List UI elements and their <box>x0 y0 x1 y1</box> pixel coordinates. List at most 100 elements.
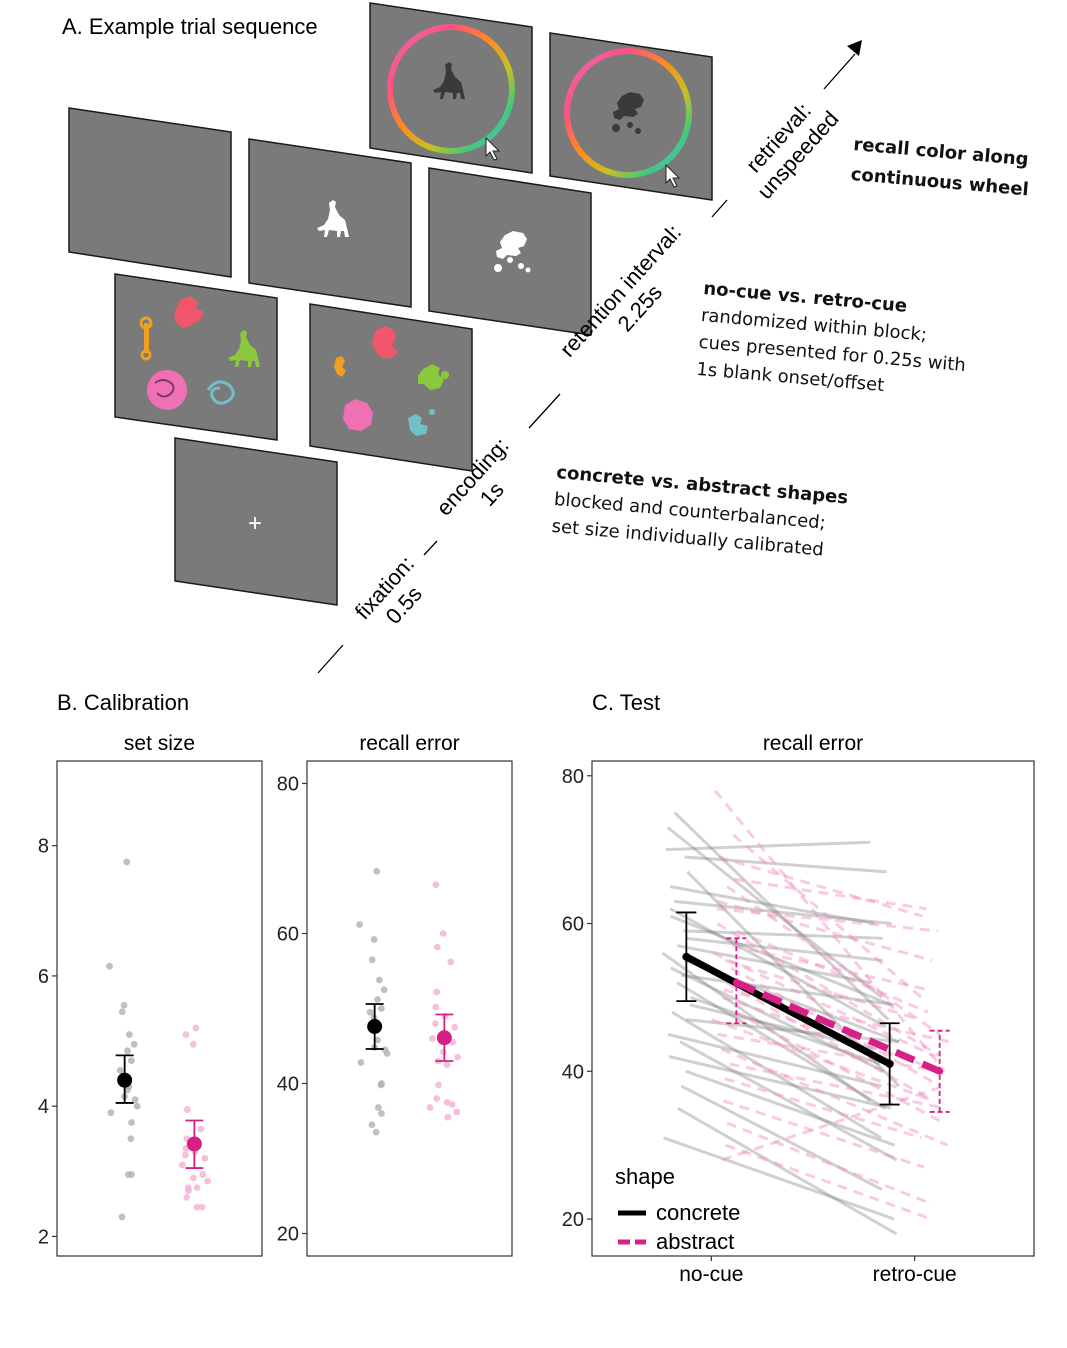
subject-point <box>453 1108 461 1116</box>
subject-point <box>125 1031 133 1038</box>
subject-point <box>130 1040 138 1048</box>
subject-point <box>383 1050 391 1057</box>
subject-line <box>724 1077 922 1140</box>
subject-point <box>182 1151 189 1159</box>
subject-line <box>674 899 892 926</box>
subject-line <box>735 1010 945 1125</box>
subject-point <box>131 1096 139 1104</box>
subject-line <box>676 981 886 1110</box>
subject-line <box>661 951 872 1103</box>
legend-concrete-label: concrete <box>656 1200 740 1225</box>
x-tick-label: no-cue <box>679 1263 743 1286</box>
color-wheel-2[interactable] <box>564 48 692 178</box>
subject-point <box>182 1031 190 1038</box>
y-tick-label: 2 <box>38 1226 49 1248</box>
mean-point <box>436 1030 452 1046</box>
subject-point <box>439 930 447 937</box>
subject-line <box>679 1040 898 1162</box>
subject-point <box>178 1161 186 1169</box>
mouse-cursor-icon <box>485 136 501 161</box>
y-tick-label: 80 <box>277 774 299 796</box>
mean-point <box>117 1072 133 1088</box>
subject-line <box>736 929 929 1014</box>
subject-point <box>192 1024 200 1032</box>
subject-line <box>684 855 887 874</box>
y-tick-label: 60 <box>562 914 584 936</box>
encoding-concrete-shapes <box>139 296 260 410</box>
svg-text:recall color along: recall color along <box>853 134 1030 170</box>
subject-line <box>717 899 933 962</box>
mouse-cursor-icon-2 <box>665 163 681 188</box>
subject-point <box>193 1184 201 1192</box>
subject-point <box>123 858 131 866</box>
subject-line <box>673 811 890 1021</box>
subject-point <box>366 1008 374 1016</box>
timeline <box>317 53 856 674</box>
subject-point <box>370 936 378 943</box>
subject-line <box>685 1069 896 1147</box>
plot-frame <box>306 760 513 1257</box>
subject-point <box>123 1086 131 1094</box>
phase-fixation: fixation: 0.5s <box>350 551 427 629</box>
mean-point <box>186 1136 202 1152</box>
plot-frame <box>591 760 1035 1257</box>
subject-line <box>716 922 943 1058</box>
phase-retrieval: retrieval: unspeeded <box>741 98 844 204</box>
y-tick-label: 80 <box>562 766 584 788</box>
subject-line <box>711 1018 935 1103</box>
subject-point <box>380 986 388 994</box>
subject-line <box>670 966 885 1073</box>
subject-point <box>189 1174 197 1182</box>
mean-point <box>367 1019 383 1034</box>
subject-point <box>426 1104 434 1111</box>
subject-line <box>669 907 887 1029</box>
subject-point <box>128 1119 135 1126</box>
subject-point <box>377 1005 385 1012</box>
panel-b-title: B. Calibration <box>57 690 189 715</box>
subject-point <box>368 1121 376 1129</box>
globe-shape <box>147 370 187 410</box>
probe-wolf-shape <box>433 62 465 99</box>
legend-title: shape <box>615 1164 675 1189</box>
subject-line <box>670 914 892 1007</box>
wrench-shape <box>144 323 149 353</box>
screen-fixation <box>174 437 338 606</box>
subject-point <box>454 1053 462 1061</box>
subject-line <box>669 885 875 926</box>
y-tick-label: 20 <box>562 1209 584 1231</box>
panel-a-title: A. Example trial sequence <box>62 14 318 39</box>
subject-point <box>106 962 113 970</box>
subject-point <box>185 1187 192 1195</box>
color-wheel[interactable] <box>387 24 515 154</box>
chart-title-recall-error: recall error <box>359 732 459 755</box>
chart-recall-error-test: recall error 20 40 60 80 no-cue retro-cue <box>562 732 1035 1286</box>
subject-point <box>448 1101 456 1108</box>
subject-line <box>680 1084 883 1191</box>
subject-point <box>375 976 383 984</box>
y-tick-label: 40 <box>277 1074 299 1096</box>
x-tick-label: retro-cue <box>873 1263 957 1286</box>
subject-point <box>183 1106 191 1113</box>
subject-line <box>681 973 895 1007</box>
subject-line <box>683 929 883 940</box>
subject-point <box>118 1213 126 1221</box>
subject-point <box>443 1061 451 1069</box>
subject-point <box>199 1171 207 1178</box>
y-tick-label: 4 <box>38 1096 49 1118</box>
subject-point <box>373 867 381 875</box>
subject-point <box>374 1104 382 1111</box>
subject-point <box>357 1059 365 1066</box>
subject-point <box>368 956 376 964</box>
chart-title-recall-error-test: recall error <box>763 732 863 755</box>
rope-shape <box>206 380 235 405</box>
mean-point <box>936 1067 944 1075</box>
subject-point <box>451 1023 459 1031</box>
subject-line <box>732 833 923 999</box>
subject-point <box>433 988 441 996</box>
subject-line <box>713 789 946 1073</box>
subject-line <box>665 840 871 852</box>
subject-point <box>432 1020 439 1027</box>
mean-line-concrete <box>684 953 892 1068</box>
subject-point <box>197 1125 205 1133</box>
subject-line <box>720 1047 949 1147</box>
